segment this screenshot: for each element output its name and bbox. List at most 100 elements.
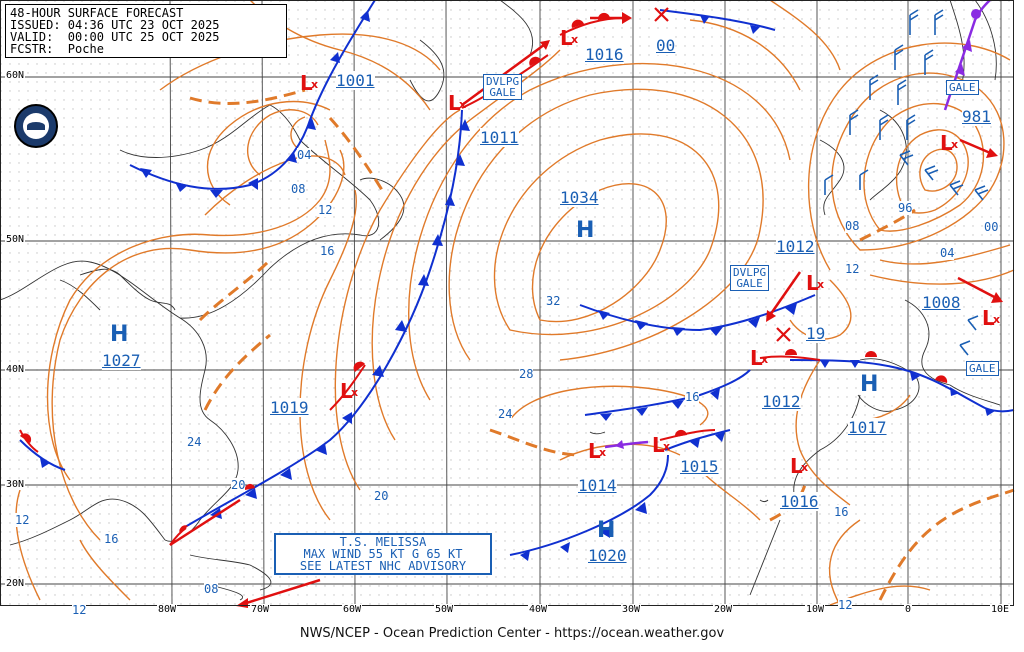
isobar-label: 32 (546, 294, 561, 308)
high-letter-1027: H (110, 322, 129, 347)
pressure-1015: 1015 (680, 457, 719, 476)
pressure-1034: 1034 (560, 188, 599, 207)
header-title: 48-HOUR SURFACE FORECAST (10, 6, 184, 20)
svg-text:x: x (993, 313, 1000, 326)
lon-label-0: 0 (904, 604, 913, 615)
svg-text:x: x (951, 138, 958, 151)
isobar-label: 24 (498, 407, 513, 421)
gale-label: GALE (736, 277, 763, 290)
pressure-1011: 1011 (480, 128, 519, 147)
low-symbol-1001: L (300, 71, 313, 95)
lon-label-50w: 50W (434, 604, 455, 615)
cold-front-pips (40, 10, 995, 561)
isobar-label: 08 (845, 219, 860, 233)
noaa-logo-icon (14, 104, 58, 148)
lat-label-30n: 30N (5, 479, 26, 490)
forecast-header: 48-HOUR SURFACE FORECAST ISSUED: 04:36 UT… (5, 4, 287, 58)
low-symbol-981: L (940, 131, 953, 155)
gale-box-e: GALE (966, 361, 999, 376)
isobar-label: 16 (320, 244, 335, 258)
svg-text:x: x (801, 461, 808, 474)
dissipating-lows (654, 7, 791, 342)
dvlpg-label: DVLPG (733, 266, 767, 279)
pressure-1027: 1027 (102, 351, 141, 370)
lon-label-30w: 30W (621, 604, 642, 615)
gale-box-ne: GALE (946, 80, 979, 95)
dvlpg-gale-box-1: DVLPG GALE (483, 74, 523, 100)
high-letter-1020: H (597, 518, 616, 543)
map-frame (0, 0, 1014, 606)
pressure-1008: 1008 (922, 293, 961, 312)
header-issued: ISSUED: 04:36 UTC 23 OCT 2025 (10, 18, 220, 32)
pressure-1000: 00 (656, 36, 676, 55)
isobar-label: 16 (834, 505, 849, 519)
lat-label-20n: 20N (5, 578, 26, 589)
low-symbol-1014: L (588, 439, 601, 463)
dvlpg-label: DVLPG (486, 75, 520, 88)
svg-text:x: x (761, 353, 768, 366)
coastlines (0, 0, 1001, 601)
svg-text:x: x (817, 278, 824, 291)
pressure-1001: 1001 (336, 71, 375, 90)
isobar-label: 00 (984, 220, 999, 234)
pressure-1019-w: 1019 (270, 398, 309, 417)
lon-label-80w: 80W (157, 604, 178, 615)
pressure-1020: 1020 (588, 546, 627, 565)
pressure-981: 981 (962, 107, 991, 126)
lon-label-70w: 70W (250, 604, 271, 615)
header-valid: VALID: 00:00 UTC 25 OCT 2025 (10, 30, 220, 44)
isobar-label: 12 (72, 603, 87, 617)
isobar-label: 16 (685, 390, 700, 404)
ts-advisory: SEE LATEST NHC ADVISORY (299, 559, 467, 573)
graticule (0, 0, 1014, 607)
dvlpg-gale-box-2: DVLPG GALE (730, 265, 770, 291)
low-centers: Lx Lx Lx Lx Lx Lx Lx Lx Lx Lx Lx (300, 26, 1000, 478)
svg-text:x: x (351, 386, 358, 399)
isobar-label: 20 (374, 489, 389, 503)
pressure-1016-s: 1016 (780, 492, 819, 511)
lat-label-50n: 50N (5, 234, 26, 245)
header-forecaster: FCSTR: Poche (10, 42, 104, 56)
pressure-1019-e: 19 (806, 324, 826, 343)
isobar-label: 08 (291, 182, 306, 196)
isobar-label: 12 (845, 262, 860, 276)
low-symbol-1016s: L (790, 454, 803, 478)
lat-label-40n: 40N (5, 364, 26, 375)
pressure-1014: 1014 (578, 476, 617, 495)
svg-text:x: x (571, 33, 578, 46)
isobar-label: 16 (104, 532, 119, 546)
pressure-1016-n: 1016 (585, 45, 624, 64)
high-letter-1034: H (576, 218, 595, 243)
isobar-label: 04 (297, 148, 312, 162)
pressure-1012-b: 1012 (762, 392, 801, 411)
isobar-label: 20 (231, 478, 246, 492)
isobar-label: 12 (838, 598, 853, 612)
occluded-pips (615, 9, 981, 449)
lon-label-40w: 40W (528, 604, 549, 615)
low-symbol-1012b: L (750, 346, 763, 370)
low-symbol-1008: L (982, 306, 995, 330)
pressure-1012-a: 1012 (776, 237, 815, 256)
isobar-label: 96 (898, 201, 913, 215)
svg-text:x: x (599, 446, 606, 459)
ts-max-wind: MAX WIND 55 KT G 65 KT (303, 547, 463, 561)
low-symbol-1016: L (560, 26, 573, 50)
footer-credit: NWS/NCEP - Ocean Prediction Center - htt… (299, 626, 725, 641)
low-symbol-1015: L (652, 433, 665, 457)
tropical-storm-box: T.S. MELISSA MAX WIND 55 KT G 65 KT SEE … (274, 533, 492, 575)
gale-label: GALE (489, 86, 516, 99)
pressure-1017: 1017 (848, 418, 887, 437)
high-letter-1017: H (860, 372, 879, 397)
low-symbol-1019: L (340, 379, 353, 403)
isobar-label: 12 (318, 203, 333, 217)
svg-text:x: x (311, 78, 318, 91)
wind-barbs (824, 9, 989, 356)
lon-label-10e: 10E (990, 604, 1011, 615)
svg-text:x: x (459, 98, 466, 111)
svg-text:x: x (663, 440, 670, 453)
isobar-label: 28 (519, 367, 534, 381)
isobar-label: 24 (187, 435, 202, 449)
lon-label-10w: 10W (805, 604, 826, 615)
isobar-label: 12 (15, 513, 30, 527)
